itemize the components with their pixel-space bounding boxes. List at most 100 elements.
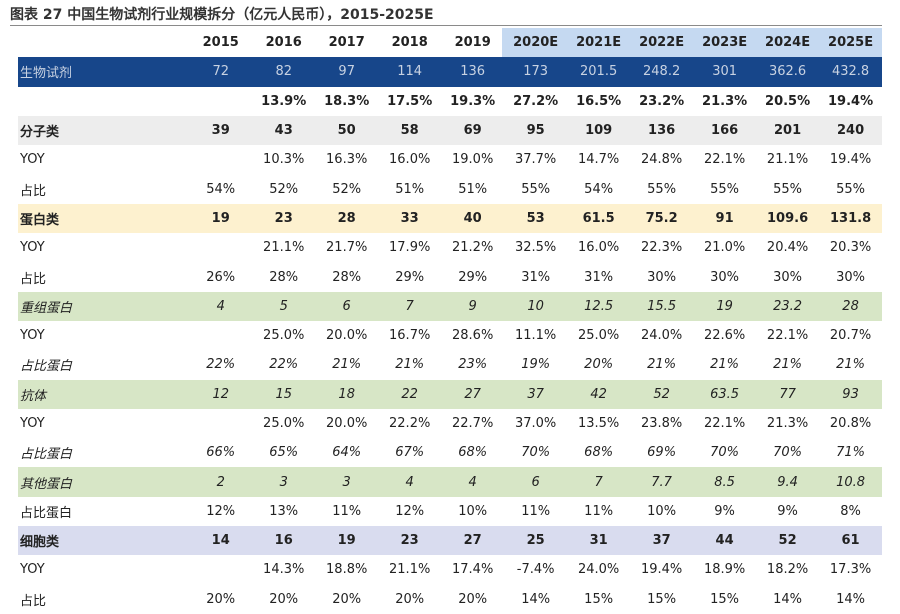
row-label: YOY (20, 562, 45, 578)
table-cell: 17.5% (387, 93, 433, 109)
table-cell: 28.6% (452, 328, 494, 344)
table-cell: 18.9% (703, 562, 746, 578)
table-cell: 131.8 (830, 210, 872, 226)
table-cell: 24.0% (640, 328, 683, 344)
row-label: 蛋白类 (20, 212, 60, 228)
table-cell: 19.0% (452, 152, 494, 168)
table-cell: 8% (840, 503, 861, 519)
table-cell: 70% (521, 445, 551, 461)
row-label: 生物试剂 (20, 66, 73, 82)
table-cell: 28% (269, 269, 299, 285)
table-cell: 19 (211, 210, 230, 226)
table-cell: 28% (332, 269, 362, 285)
table-cell: 61 (841, 533, 860, 549)
table-row: 重组蛋白 4 5 6 7 9 10 12.5 15.5 19 23.2 28 (18, 291, 882, 321)
table-cell: 23 (274, 210, 293, 226)
table-cell: 37.7% (514, 152, 557, 168)
table-cell: 77 (779, 386, 796, 402)
table-cell: 69% (647, 445, 677, 461)
table-cell: 31% (584, 269, 614, 285)
row-label: 细胞类 (20, 535, 60, 551)
table-cell: 9 (468, 298, 477, 314)
table-cell: 69 (463, 123, 482, 139)
table-cell: 10% (647, 503, 677, 519)
table-cell: 2 (216, 474, 225, 490)
table-cell: 11% (584, 503, 614, 519)
table-cell: 91 (715, 210, 734, 226)
table-cell: 10% (458, 503, 488, 519)
table-cell: 22 (401, 386, 418, 402)
table-cell: 21% (710, 357, 740, 373)
row-label: 占比蛋白 (20, 359, 73, 375)
table-cell: 18.2% (766, 562, 809, 578)
table-row: 分子类 39 43 50 58 69 95 109 136 166 201 240 (18, 115, 882, 146)
table-cell: 72 (212, 64, 229, 80)
table-cell: 19.4% (829, 152, 872, 168)
table-cell: 10.8 (836, 474, 866, 490)
table-cell: 68% (584, 445, 614, 461)
row-label: 抗体 (20, 388, 47, 404)
table-cell: 109 (585, 123, 613, 139)
table-cell: 25.0% (263, 416, 305, 431)
table-cell: 12% (395, 503, 425, 519)
table-cell: 21.3% (702, 93, 748, 109)
table-cell: 14% (836, 591, 866, 607)
table-cell: 64% (332, 445, 362, 461)
table-cell: 20% (458, 591, 488, 607)
title-divider (10, 25, 882, 26)
table-cell: 136 (648, 123, 676, 139)
row-label: 分子类 (20, 125, 60, 141)
table-cell: 70% (710, 445, 740, 461)
table-cell: 301 (712, 64, 738, 80)
table-cell: 22.1% (703, 416, 746, 431)
table-cell: 4 (468, 474, 477, 490)
table-cell: 19.4% (640, 562, 683, 578)
table-cell: 18 (338, 386, 355, 402)
table-cell: 7.7 (651, 474, 672, 490)
table-cell: 22% (269, 357, 299, 373)
table-cell: 20% (332, 591, 362, 607)
table-cell: 25.0% (263, 328, 305, 344)
table-cell: 20% (584, 357, 614, 373)
row-label: YOY (20, 240, 45, 256)
table-row: 生物试剂 72 82 97 114 136 173 201.5 248.2 301 362.6 432… (18, 57, 882, 87)
table-cell: 21.2% (452, 240, 494, 256)
table-row: 抗体 12 15 18 22 27 37 42 52 63.5 77 93 (18, 379, 882, 409)
table-cell: 28 (842, 298, 859, 314)
table-cell: 19 (716, 298, 733, 314)
table-row: 占比蛋白 66% 65% 64% 67% 68% 70% 68% 69% 70% 70% 71% (18, 438, 882, 467)
table-cell: 67% (395, 445, 425, 461)
table-cell: 26% (206, 269, 236, 285)
row-label: 占比 (20, 271, 47, 287)
column-header: 2019 (454, 35, 491, 51)
table-cell: 19.4% (828, 93, 874, 109)
table-row: 蛋白类 19 23 28 33 40 53 61.5 75.2 91 109.6 131.8 (18, 203, 882, 234)
table-cell: 20.0% (326, 416, 368, 431)
table-cell: 240 (837, 123, 865, 139)
table-cell: 114 (397, 64, 423, 80)
table-cell: 6 (531, 474, 540, 490)
column-header: 2024E (765, 35, 811, 51)
table-cell: 173 (523, 64, 549, 80)
table-cell: 22.6% (703, 328, 746, 344)
table-cell: 20.5% (765, 93, 811, 109)
table-cell: 136 (460, 64, 486, 80)
table-cell: 14% (773, 591, 803, 607)
column-header: 2020E (513, 35, 559, 51)
table-cell: 27.2% (513, 93, 559, 109)
row-label: YOY (20, 416, 45, 431)
table-cell: 23.2% (639, 93, 685, 109)
table-cell: 23% (458, 357, 488, 373)
table-cell: 51% (458, 181, 488, 197)
table-cell: 13% (269, 503, 299, 519)
table-cell: 12.5 (584, 298, 614, 314)
table-cell: 3 (342, 474, 351, 490)
table-cell: 21.1% (766, 152, 809, 168)
table-cell: 25.0% (577, 328, 620, 344)
table-cell: 5 (279, 298, 288, 314)
table-cell: 24.0% (577, 562, 620, 578)
projection-header-highlight (502, 28, 882, 58)
table-cell: 27 (464, 386, 481, 402)
table-cell: 22.7% (452, 416, 494, 431)
table-cell: 15% (647, 591, 677, 607)
